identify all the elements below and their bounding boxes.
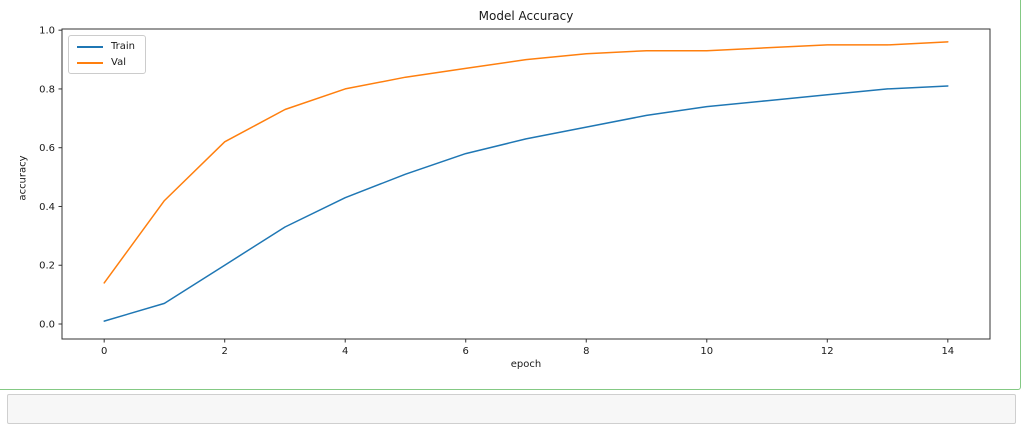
x-tick-label: 12 (821, 346, 834, 357)
legend-item-train: Train (77, 41, 135, 52)
legend-line-swatch (77, 61, 103, 64)
y-tick-label: 0.0 (39, 320, 55, 331)
x-tick-label: 10 (700, 346, 713, 357)
next-cell-input[interactable] (7, 394, 1016, 424)
series-train-line (103, 85, 949, 322)
legend-label: Val (111, 57, 126, 68)
chart-legend: Train Val (68, 35, 146, 74)
x-tick-label: 0 (101, 346, 107, 357)
x-tick-label: 6 (463, 346, 469, 357)
plot-frame (61, 28, 991, 340)
legend-label: Train (111, 41, 135, 52)
x-tick-label: 4 (342, 346, 348, 357)
y-axis-label: accuracy (17, 155, 29, 201)
y-tick-label: 0.6 (39, 143, 55, 154)
y-tick-label: 0.2 (39, 261, 55, 272)
y-tick-label: 0.8 (39, 84, 55, 95)
x-tick-label: 14 (941, 346, 954, 357)
x-tick-label: 8 (583, 346, 589, 357)
x-tick-label: 2 (222, 346, 228, 357)
series-val-line (103, 41, 949, 284)
legend-line-swatch (77, 45, 103, 48)
matplotlib-figure-output: 0 2 4 6 8 10 12 14 0.0 0.2 0.4 0.6 0.8 1.0 Model Accu… (17, 9, 991, 370)
y-tick-label: 0.4 (39, 202, 55, 213)
accuracy-chart: 0 2 4 6 8 10 12 14 0.0 0.2 0.4 0.6 0.8 1.0 (39, 26, 991, 357)
y-tick-label: 1.0 (39, 26, 55, 37)
legend-item-val: Val (77, 57, 135, 68)
x-axis-label: epoch (510, 359, 542, 370)
chart-title: Model Accuracy (478, 9, 574, 23)
